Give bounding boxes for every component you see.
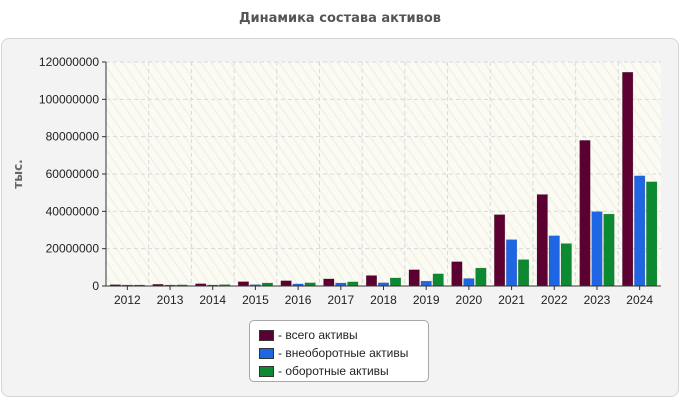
bar (591, 211, 603, 287)
bar (323, 278, 335, 287)
bar (603, 213, 615, 287)
bar (494, 214, 506, 287)
chart-title: Динамика состава активов (238, 11, 442, 26)
y-tick-label: 60000000 (46, 167, 100, 181)
bar (463, 278, 475, 287)
x-tick-label: 2017 (327, 293, 354, 307)
x-tick-label: 2024 (626, 293, 653, 307)
y-tick-label: 100000000 (39, 92, 99, 106)
bar (390, 277, 401, 287)
bar (280, 280, 292, 287)
y-tick-label: 20000000 (46, 242, 100, 256)
x-tick-label: 2012 (114, 293, 141, 307)
bar (646, 181, 658, 287)
x-tick-label: 2023 (584, 293, 611, 307)
x-tick-label: 2020 (456, 293, 483, 307)
y-tick-label: 40000000 (46, 204, 100, 218)
bar (506, 239, 518, 287)
bar (451, 261, 463, 287)
legend-label-total: - всего активы (278, 328, 358, 342)
x-tick-label: 2014 (199, 293, 226, 307)
bar (579, 140, 591, 287)
legend-swatch-current (259, 365, 274, 377)
bar (432, 273, 444, 287)
x-tick-label: 2015 (242, 293, 269, 307)
bar (237, 281, 249, 287)
x-tick-label: 2018 (370, 293, 397, 307)
bar (475, 267, 487, 287)
bar (536, 194, 548, 287)
x-tick-label: 2016 (285, 293, 312, 307)
bar (366, 275, 377, 287)
legend-item-total: - всего активы (259, 326, 428, 344)
legend-swatch-noncurrent (259, 347, 274, 359)
axes: 0 20000000 40000000 60000000 80000000 1000000… (39, 55, 661, 307)
bar (408, 269, 420, 287)
y-tick-label: 0 (92, 279, 99, 293)
legend-swatch-total (259, 329, 274, 341)
legend-label-current: - оборотные активы (278, 364, 389, 378)
bar (548, 235, 560, 287)
x-tick-label: 2021 (498, 293, 525, 307)
x-tick-label: 2013 (157, 293, 184, 307)
bar (518, 259, 530, 287)
y-axis-label: тыс. (11, 159, 25, 188)
x-tick-label: 2019 (413, 293, 440, 307)
x-tick-label: 2022 (541, 293, 568, 307)
bar (634, 175, 646, 287)
grid-lines (106, 61, 661, 286)
legend: - всего активы - внеоборотные активы - о… (249, 320, 429, 382)
legend-item-current: - оборотные активы (259, 362, 428, 380)
legend-label-noncurrent: - внеоборотные активы (278, 346, 409, 360)
bar (622, 72, 634, 287)
legend-item-noncurrent: - внеоборотные активы (259, 344, 428, 362)
y-tick-label: 120000000 (39, 55, 99, 69)
bar (420, 280, 432, 287)
y-tick-label: 80000000 (46, 130, 100, 144)
bar (560, 243, 572, 287)
bar (347, 281, 359, 287)
